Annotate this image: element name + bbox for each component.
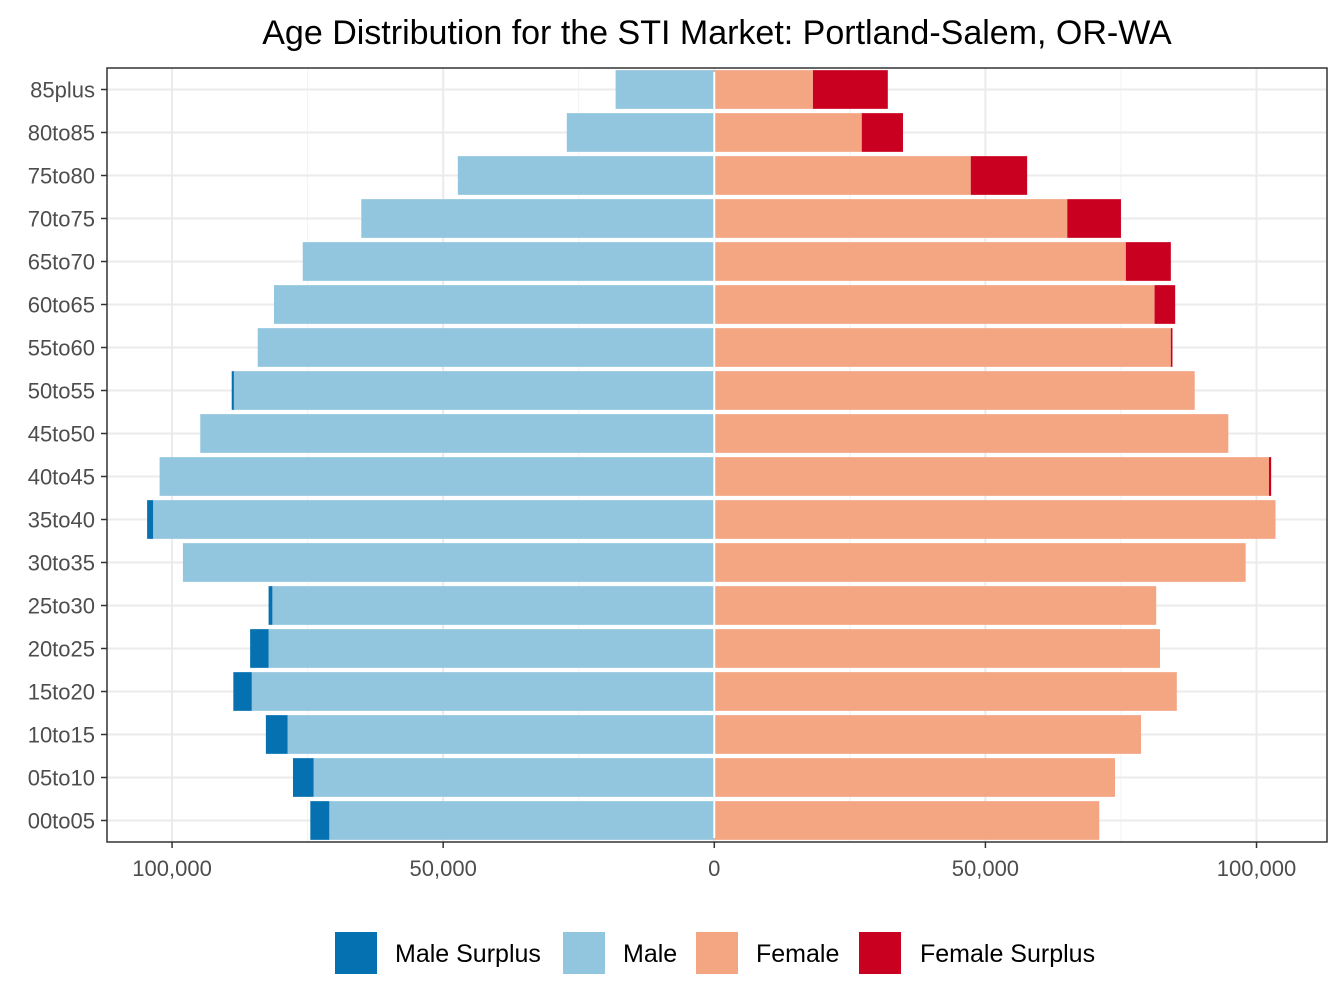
y-tick-label: 70to75 [28, 207, 95, 232]
y-tick-label: 40to45 [28, 465, 95, 490]
bar-female-70to75 [714, 199, 1068, 238]
legend-label: Female [756, 940, 839, 968]
bar-female-surplus-75to80 [970, 156, 1028, 195]
y-tick-label: 00to05 [28, 809, 95, 834]
bar-female-75to80 [714, 156, 971, 195]
bar-female-00to05 [714, 801, 1100, 840]
bar-male-60to65 [274, 285, 715, 324]
x-tick-label: 100,000 [132, 856, 212, 881]
y-tick-label: 65to70 [28, 250, 95, 275]
y-tick-label: 85plus [30, 78, 95, 103]
legend-label: Male Surplus [395, 940, 541, 968]
y-tick-label: 75to80 [28, 164, 95, 189]
y-tick-label: 50to55 [28, 379, 95, 404]
bar-female-25to30 [714, 586, 1157, 625]
legend-swatch [335, 932, 377, 974]
x-tick-label: 50,000 [952, 856, 1019, 881]
y-tick-label: 20to25 [28, 637, 95, 662]
x-axis: 100,000 50,000 0 50,000 100,000 [132, 842, 1296, 881]
bar-female-05to10 [714, 758, 1115, 797]
bar-male-surplus-50to55 [231, 371, 234, 410]
bar-male-30to35 [182, 543, 715, 582]
y-tick-label: 10to15 [28, 723, 95, 748]
bar-male-40to45 [159, 457, 715, 496]
bar-male-10to15 [287, 715, 715, 754]
bar-male-75to80 [457, 156, 715, 195]
bar-male-05to10 [313, 758, 715, 797]
bar-male-80to85 [566, 113, 715, 152]
bar-female-85plus [714, 70, 813, 109]
bar-male-20to25 [268, 629, 715, 668]
legend-swatch [859, 932, 901, 974]
y-tick-label: 15to20 [28, 680, 95, 705]
bar-female-15to20 [714, 672, 1177, 711]
bar-male-00to05 [329, 801, 715, 840]
legend-label: Male [623, 940, 677, 968]
legend-swatch [563, 932, 605, 974]
y-tick-label: 35to40 [28, 508, 95, 533]
bar-female-50to55 [714, 371, 1195, 410]
bar-female-40to45 [714, 457, 1269, 496]
y-tick-label: 30to35 [28, 551, 95, 576]
legend-swatch [696, 932, 738, 974]
bar-male-65to70 [302, 242, 715, 281]
y-tick-label: 05to10 [28, 766, 95, 791]
bar-male-surplus-25to30 [268, 586, 273, 625]
y-tick-label: 45to50 [28, 422, 95, 447]
x-tick-label: 0 [708, 856, 720, 881]
bar-female-55to60 [714, 328, 1171, 367]
bars [147, 70, 1276, 840]
bar-male-surplus-05to10 [292, 758, 314, 797]
y-axis: 00to05 05to10 10to15 15to20 20to25 25to30 30to… [28, 78, 107, 834]
bar-female-65to70 [714, 242, 1126, 281]
bar-female-10to15 [714, 715, 1142, 754]
y-tick-label: 80to85 [28, 121, 95, 146]
bar-male-25to30 [272, 586, 715, 625]
bar-male-50to55 [233, 371, 715, 410]
bar-female-surplus-85plus [812, 70, 888, 109]
legend-label: Female Surplus [920, 940, 1095, 968]
bar-female-60to65 [714, 285, 1155, 324]
legend: Male Surplus Male Female Female Surplus [335, 932, 1095, 974]
bar-male-surplus-10to15 [265, 715, 288, 754]
bar-male-70to75 [361, 199, 715, 238]
bar-female-45to50 [714, 414, 1229, 453]
bar-female-surplus-80to85 [861, 113, 903, 152]
bar-male-surplus-15to20 [233, 672, 252, 711]
bar-female-surplus-70to75 [1067, 199, 1121, 238]
plot-background [107, 68, 1327, 842]
x-tick-label: 100,000 [1217, 856, 1297, 881]
bar-male-55to60 [257, 328, 715, 367]
x-tick-label: 50,000 [410, 856, 477, 881]
bar-male-35to40 [153, 500, 715, 539]
bar-female-30to35 [714, 543, 1246, 582]
y-tick-label: 55to60 [28, 336, 95, 361]
bar-female-surplus-65to70 [1125, 242, 1171, 281]
y-tick-label: 25to30 [28, 594, 95, 619]
bar-male-45to50 [200, 414, 715, 453]
plot-border [106, 67, 1328, 843]
y-tick-label: 60to65 [28, 293, 95, 318]
bar-female-80to85 [714, 113, 862, 152]
chart-title: Age Distribution for the STI Market: Por… [262, 14, 1172, 52]
bar-female-35to40 [714, 500, 1276, 539]
bar-male-surplus-35to40 [147, 500, 154, 539]
bar-female-20to25 [714, 629, 1160, 668]
bar-male-surplus-20to25 [250, 629, 269, 668]
bar-male-surplus-00to05 [310, 801, 330, 840]
bar-female-surplus-40to45 [1268, 457, 1272, 496]
bar-female-surplus-55to60 [1170, 328, 1173, 367]
bar-male-15to20 [251, 672, 715, 711]
bar-female-surplus-60to65 [1154, 285, 1176, 324]
bar-male-85plus [615, 70, 715, 109]
